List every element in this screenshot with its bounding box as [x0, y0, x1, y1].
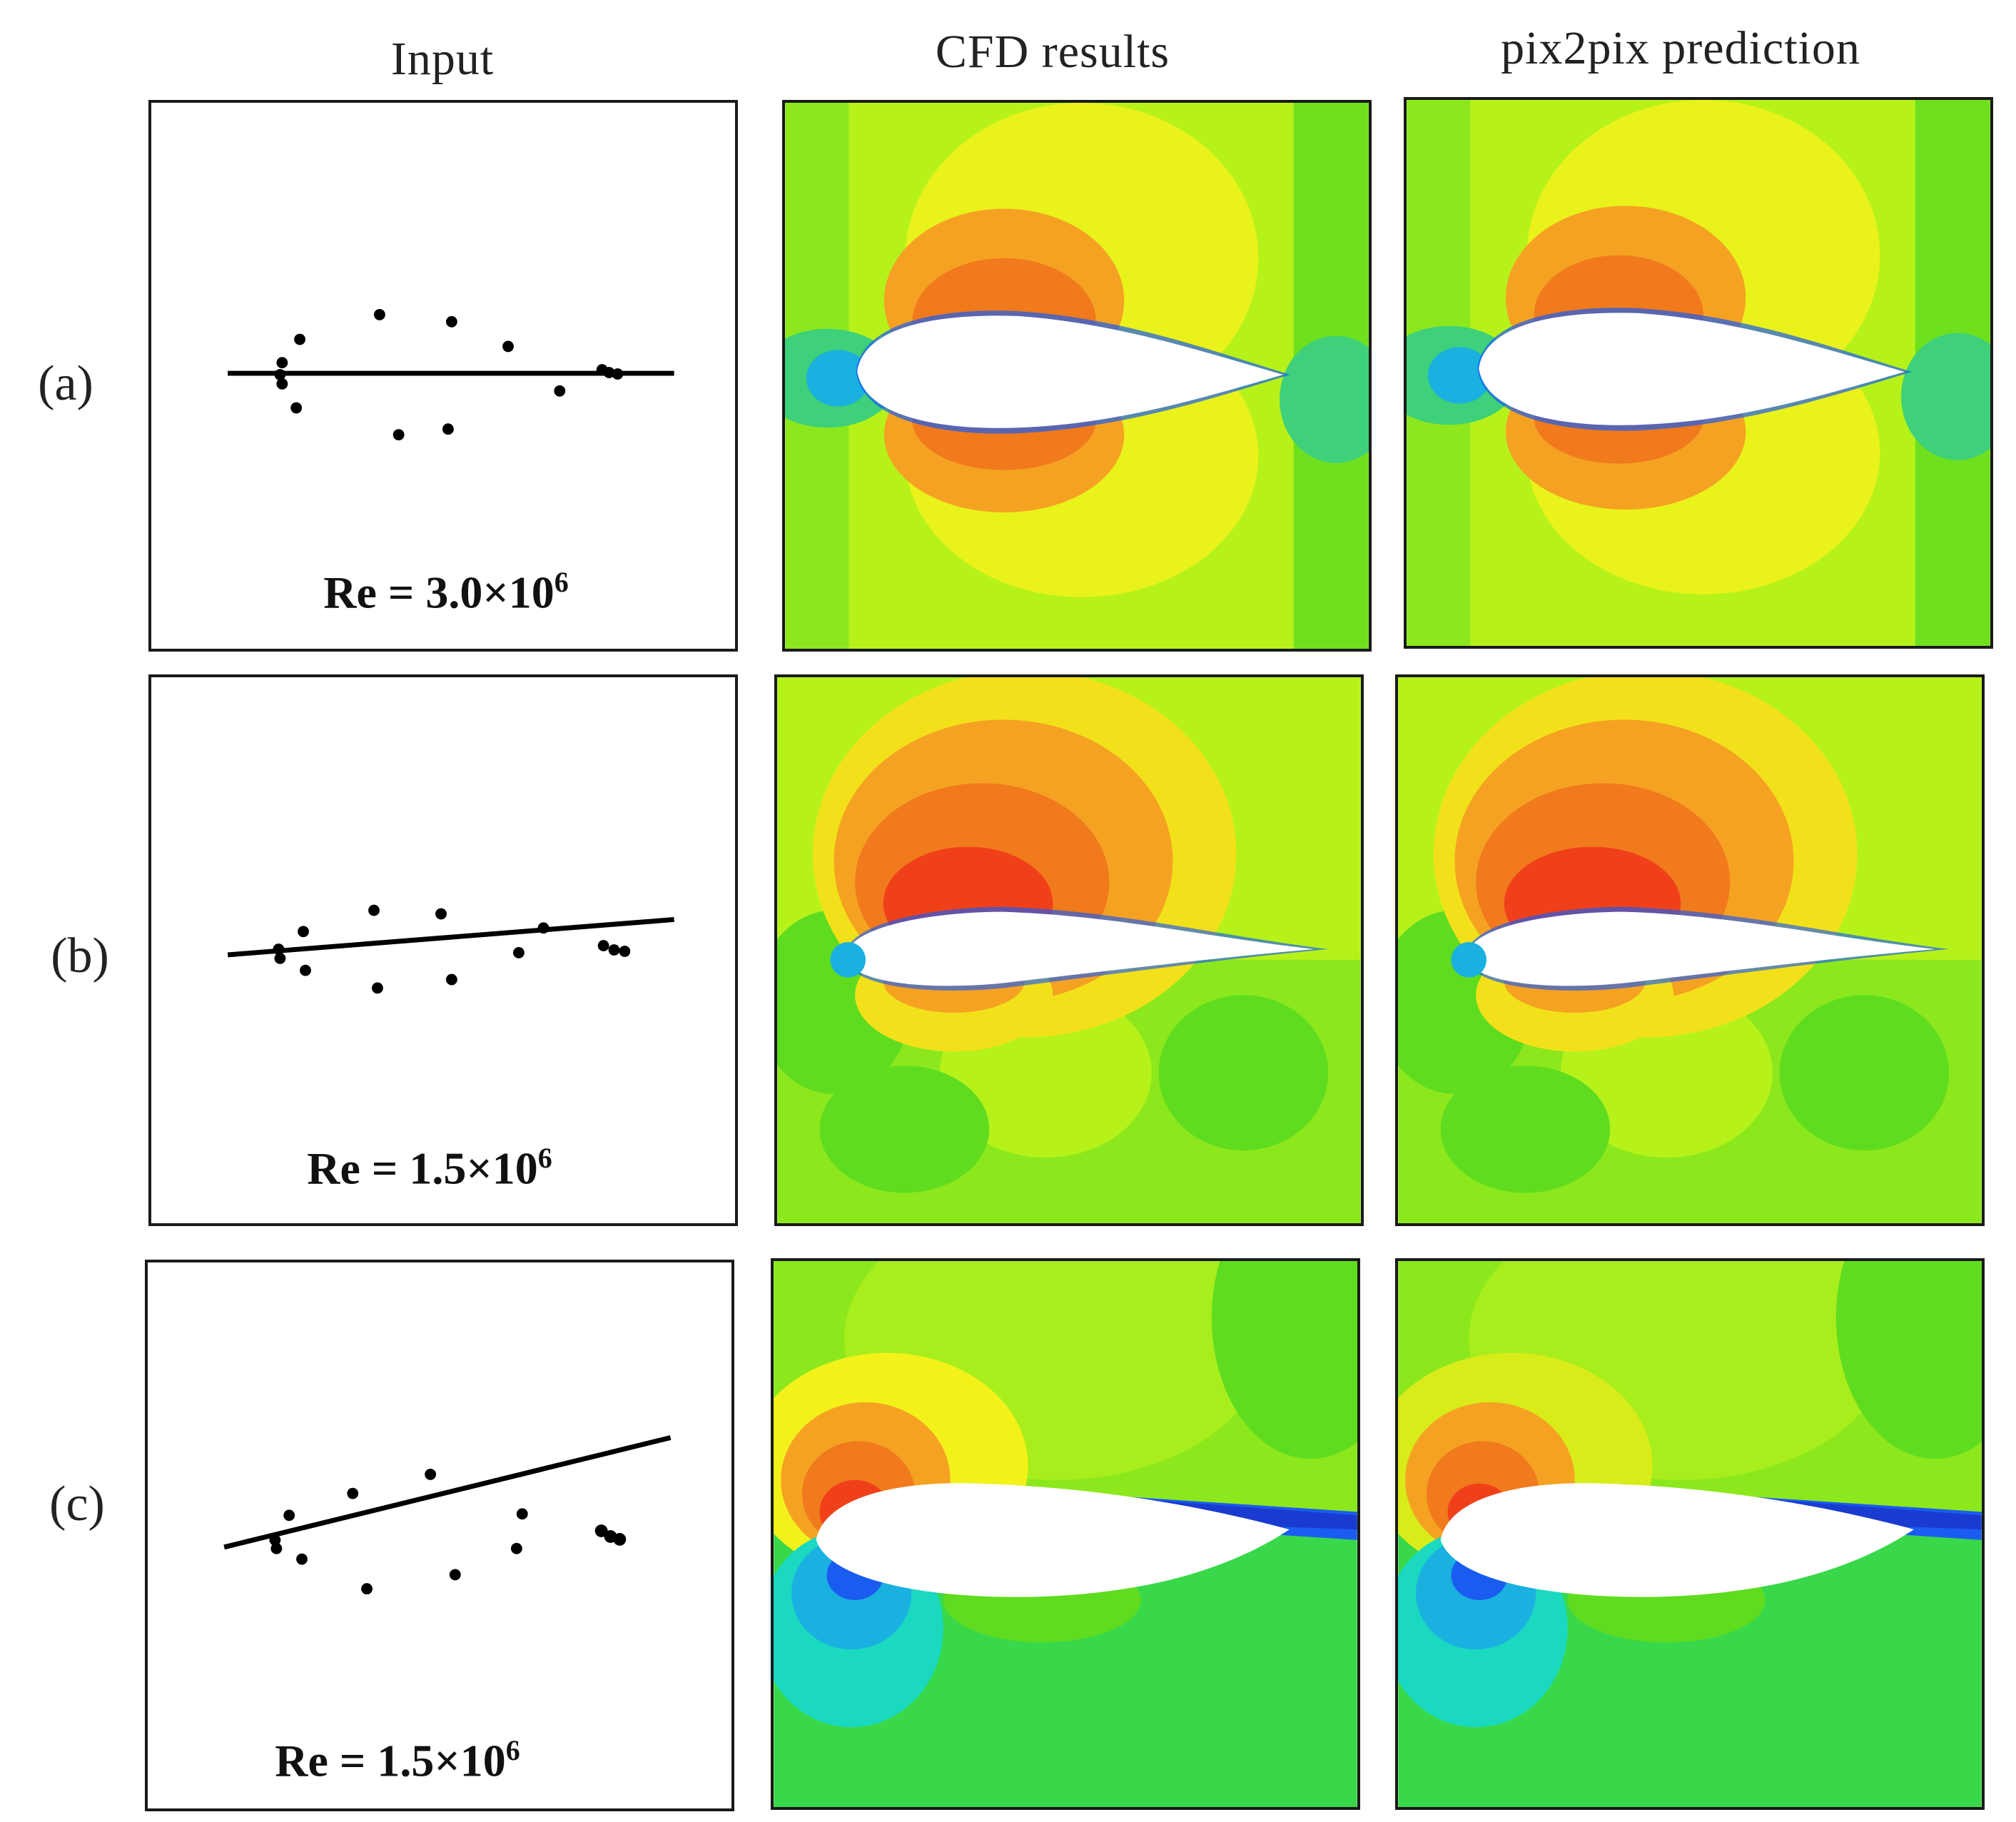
- reynolds-label-a: Re = 3.0×106: [323, 566, 569, 618]
- input-panel-a: Re = 3.0×106: [148, 100, 738, 652]
- reynolds-label-b: Re = 1.5×106: [307, 1142, 552, 1194]
- pix2pix-field-a: [1404, 97, 1993, 649]
- pix2pix-field-c: [1395, 1258, 1985, 1810]
- input-sketch-c: [223, 1435, 672, 1595]
- cfd-field-a: [782, 100, 1372, 652]
- input-sketch-a: [228, 308, 674, 441]
- header-cfd-results: CFD results: [935, 26, 1170, 78]
- cfd-field-c: [771, 1258, 1360, 1810]
- row-label-b: (b): [51, 928, 109, 983]
- input-panel-c: Re = 1.5×106: [145, 1260, 734, 1811]
- input-sketch-b: [227, 904, 674, 994]
- reynolds-label-c: Re = 1.5×106: [275, 1734, 520, 1786]
- input-panel-b: Re = 1.5×106: [148, 674, 738, 1226]
- row-label-a: (a): [38, 356, 93, 411]
- header-input: Input: [390, 33, 495, 85]
- cfd-field-b: [774, 674, 1364, 1226]
- header-pix2pix-prediction: pix2pix prediction: [1501, 22, 1860, 74]
- row-label-c: (c): [49, 1477, 105, 1532]
- pix2pix-field-b: [1395, 674, 1985, 1226]
